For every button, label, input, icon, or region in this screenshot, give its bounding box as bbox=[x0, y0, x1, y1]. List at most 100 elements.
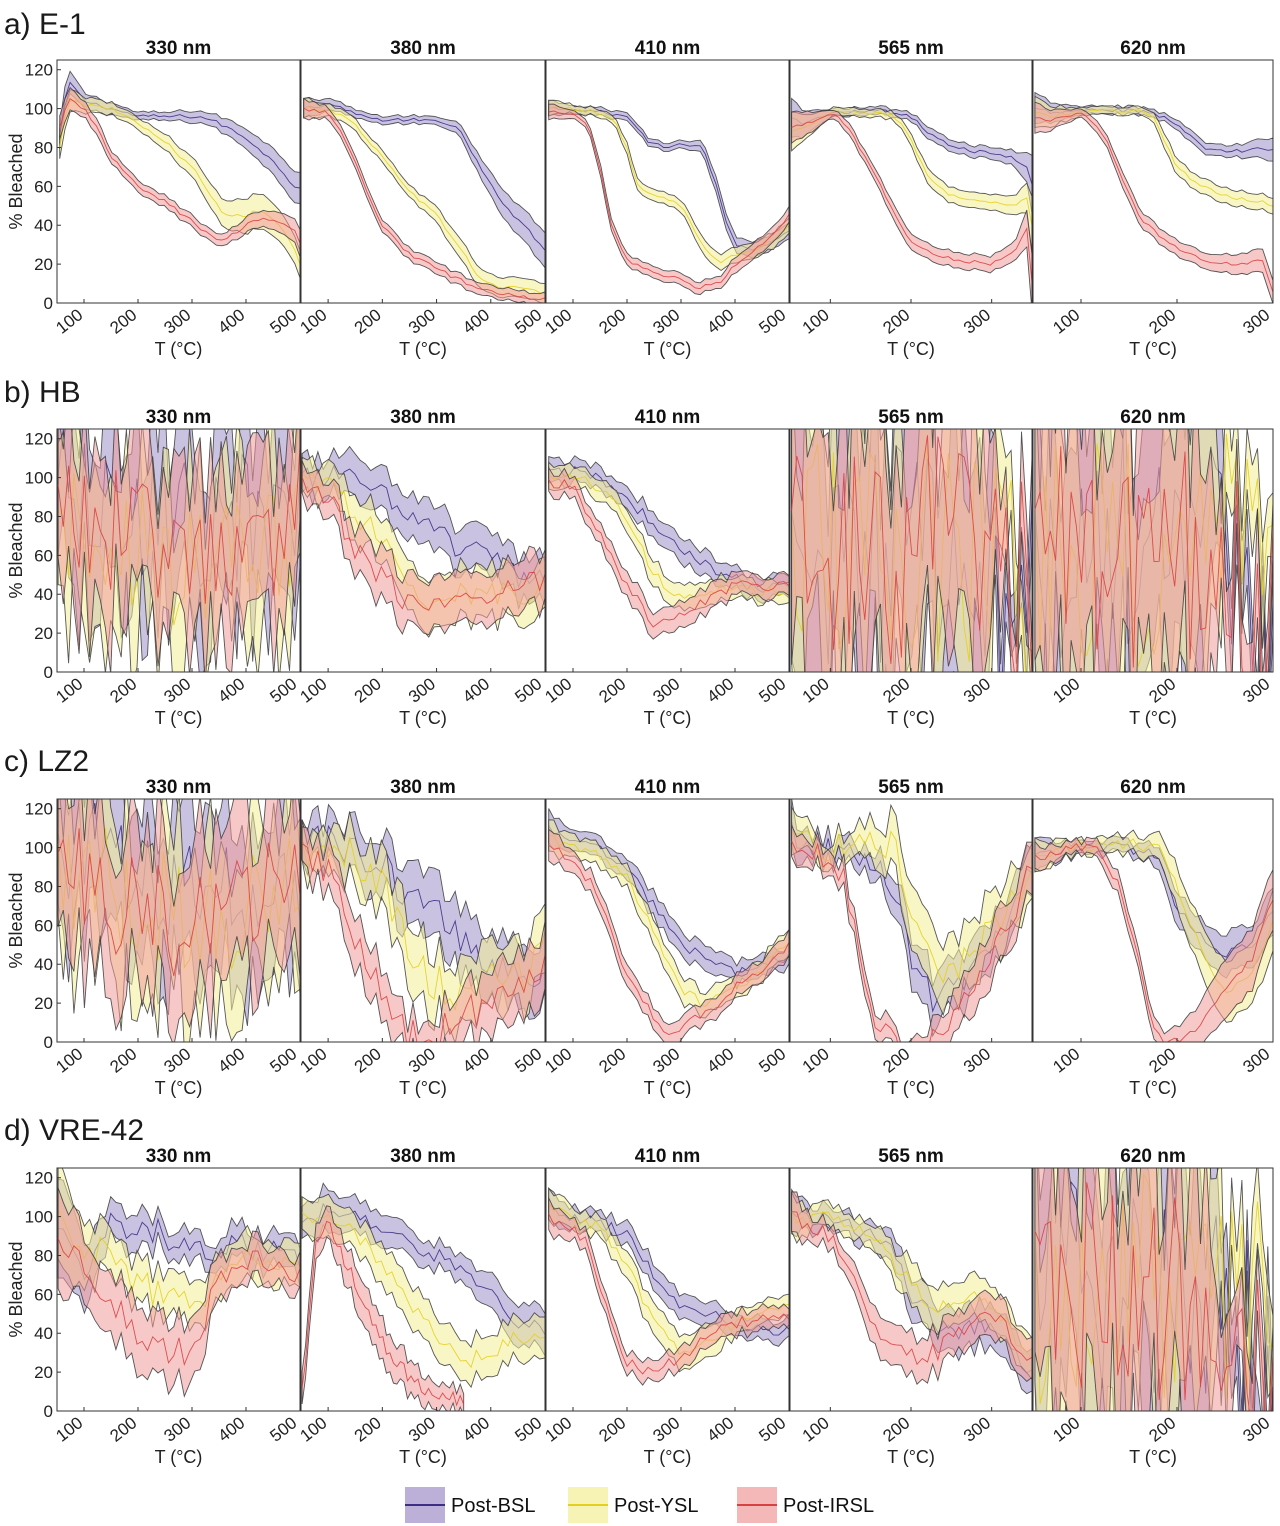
series-line-post-irsl bbox=[548, 478, 789, 628]
x-tick-label: 200 bbox=[879, 674, 913, 706]
panel-frame bbox=[300, 428, 546, 673]
x-tick-label: 400 bbox=[459, 674, 493, 706]
y-tick-label: 20 bbox=[34, 255, 53, 274]
y-axis-label: % Bleached bbox=[6, 872, 26, 968]
x-tick-label: 300 bbox=[160, 305, 194, 337]
series-line-post-irsl bbox=[57, 1238, 300, 1367]
plot-area bbox=[57, 799, 300, 1042]
x-tick-label: 100 bbox=[1049, 674, 1083, 706]
panel-title: 380 nm bbox=[390, 38, 455, 59]
x-tick-label: 300 bbox=[649, 1413, 683, 1445]
x-tick-label: 400 bbox=[214, 1413, 248, 1445]
plot-area bbox=[548, 455, 789, 640]
x-tick-label: 500 bbox=[511, 305, 545, 337]
plot-area bbox=[548, 1186, 789, 1386]
series-band-post-bsl bbox=[59, 70, 300, 204]
panel: 410 nm 100 200 300 400 500 T (°C) bbox=[541, 777, 790, 1098]
x-tick-label: 100 bbox=[799, 1413, 833, 1445]
panel: 410 nm 100 200 300 400 500 T (°C) bbox=[541, 407, 790, 728]
row-1: a) E-1 330 nm 0 20 40 60 80 100 120 100 200 300 400 5… bbox=[4, 8, 1274, 359]
series-line-post-irsl bbox=[791, 114, 1032, 283]
series-band-post-irsl bbox=[548, 466, 789, 640]
x-axis-label: T (°C) bbox=[1129, 339, 1177, 359]
x-tick-label: 300 bbox=[1239, 674, 1273, 706]
x-tick-label: 400 bbox=[459, 305, 493, 337]
x-tick-label: 300 bbox=[160, 1044, 194, 1076]
y-tick-label: 40 bbox=[34, 1324, 53, 1343]
y-tick-label: 80 bbox=[34, 877, 53, 896]
x-axis-label: T (°C) bbox=[644, 1447, 692, 1467]
plot-area bbox=[791, 429, 1032, 672]
panel: 330 nm 0 20 40 60 80 100 120 100 200 300 400 500 T (°… bbox=[6, 407, 301, 728]
x-axis-label: T (°C) bbox=[399, 1447, 447, 1467]
plot-area bbox=[791, 1188, 1032, 1395]
x-tick-label: 100 bbox=[52, 1413, 86, 1445]
panel-frame bbox=[56, 428, 301, 673]
plot-area bbox=[1034, 429, 1273, 672]
panel-title: 565 nm bbox=[878, 407, 943, 428]
x-tick-label: 400 bbox=[703, 674, 737, 706]
x-axis-label: T (°C) bbox=[887, 1078, 935, 1098]
panel-title: 565 nm bbox=[878, 38, 943, 59]
series-band-post-ysl bbox=[791, 106, 1032, 255]
panel: 410 nm 100 200 300 400 500 T (°C) bbox=[541, 1146, 790, 1467]
y-tick-label: 120 bbox=[25, 430, 53, 449]
legend-label: Post-YSL bbox=[614, 1495, 698, 1517]
plot-area bbox=[301, 445, 545, 638]
x-tick-label: 300 bbox=[960, 305, 994, 337]
series-band-post-ysl bbox=[301, 1193, 545, 1389]
x-tick-label: 200 bbox=[351, 674, 385, 706]
series-band-post-irsl bbox=[1034, 836, 1273, 1042]
plot-area bbox=[1034, 1168, 1273, 1411]
series-band-post-ysl bbox=[548, 819, 789, 1019]
x-axis-label: T (°C) bbox=[644, 1078, 692, 1098]
x-tick-label: 100 bbox=[52, 305, 86, 337]
y-tick-label: 60 bbox=[34, 177, 53, 196]
panel-frame bbox=[1032, 798, 1274, 1043]
panel-title: 330 nm bbox=[146, 777, 211, 798]
x-tick-label: 300 bbox=[649, 305, 683, 337]
panel: 330 nm 0 20 40 60 80 100 120 100 200 300 400 500 T (°… bbox=[6, 1146, 301, 1467]
panel: 380 nm 100 200 300 400 500 T (°C) bbox=[297, 407, 546, 728]
x-tick-label: 100 bbox=[541, 674, 575, 706]
x-tick-label: 200 bbox=[879, 1044, 913, 1076]
x-tick-label: 200 bbox=[106, 674, 140, 706]
x-tick-label: 200 bbox=[595, 674, 629, 706]
panel-frame bbox=[1032, 428, 1274, 673]
panel-title: 620 nm bbox=[1120, 777, 1185, 798]
x-tick-label: 200 bbox=[1145, 1413, 1179, 1445]
x-tick-label: 100 bbox=[1049, 1413, 1083, 1445]
x-tick-label: 300 bbox=[960, 1044, 994, 1076]
plot-area bbox=[1034, 91, 1273, 303]
y-tick-label: 60 bbox=[34, 916, 53, 935]
x-tick-label: 100 bbox=[799, 674, 833, 706]
panel-title: 380 nm bbox=[390, 407, 455, 428]
x-axis-label: T (°C) bbox=[399, 339, 447, 359]
x-tick-label: 200 bbox=[595, 1413, 629, 1445]
x-tick-label: 300 bbox=[960, 1413, 994, 1445]
series-band-post-irsl bbox=[301, 826, 545, 1042]
x-tick-label: 500 bbox=[755, 1044, 789, 1076]
panel: 565 nm 100 200 300 T (°C) bbox=[789, 38, 1033, 359]
series-band-post-ysl bbox=[1034, 95, 1273, 215]
x-tick-label: 100 bbox=[799, 1044, 833, 1076]
x-tick-label: 200 bbox=[106, 305, 140, 337]
row-label: a) E-1 bbox=[4, 8, 86, 41]
y-tick-label: 120 bbox=[25, 800, 53, 819]
legend-item-post-bsl: Post-BSL bbox=[405, 1487, 535, 1523]
legend-item-post-ysl: Post-YSL bbox=[568, 1487, 698, 1523]
x-tick-label: 100 bbox=[52, 674, 86, 706]
panel: 620 nm 100 200 300 T (°C) bbox=[1032, 777, 1274, 1098]
x-tick-label: 400 bbox=[459, 1413, 493, 1445]
x-tick-label: 500 bbox=[755, 305, 789, 337]
y-axis-label: % Bleached bbox=[6, 1241, 26, 1337]
x-tick-label: 100 bbox=[1049, 305, 1083, 337]
y-tick-label: 60 bbox=[34, 1285, 53, 1304]
series-band-post-irsl bbox=[59, 86, 300, 257]
series-line-post-irsl bbox=[548, 844, 789, 1035]
series-band-post-bsl bbox=[1034, 91, 1273, 162]
panel: 620 nm 100 200 300 T (°C) bbox=[1032, 1146, 1274, 1467]
x-tick-label: 100 bbox=[297, 305, 331, 337]
panel-frame bbox=[545, 428, 790, 673]
plot-area bbox=[303, 96, 545, 303]
